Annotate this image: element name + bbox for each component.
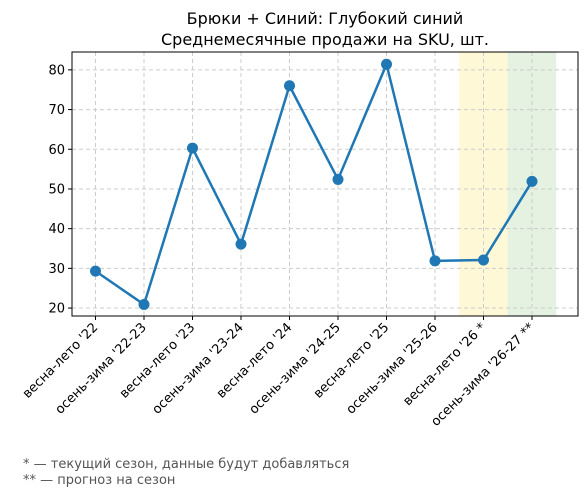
y-tick-label: 20: [48, 302, 65, 317]
y-tick-label: 80: [48, 63, 65, 78]
y-tick-label: 70: [48, 103, 65, 118]
plot-frame: [71, 51, 579, 317]
data-point: [138, 298, 150, 310]
chart-subtitle: Среднемесячные продажи на SKU, шт.: [161, 30, 489, 49]
y-tick-label: 50: [48, 182, 65, 197]
data-point: [381, 58, 392, 70]
y-tick-label: 30: [48, 262, 65, 277]
data-point: [429, 255, 441, 267]
x-tick-label: осень-зима '23-24: [150, 320, 247, 417]
footnote-forecast: ** — прогноз на сезон: [23, 473, 176, 488]
x-tick-label: осень-зима '22-23: [53, 320, 150, 417]
data-point: [284, 80, 295, 92]
x-tick-label: осень-зима '24-25: [247, 320, 344, 417]
data-point: [235, 238, 247, 250]
x-tick-label: осень-зима '25-26: [344, 320, 441, 417]
data-point: [478, 254, 489, 266]
data-point: [187, 142, 198, 154]
data-point: [90, 265, 101, 277]
footnote-current-season: * — текущий сезон, данные будут добавлят…: [23, 457, 350, 472]
data-point: [526, 175, 538, 187]
data-point: [332, 173, 344, 185]
x-tick-label: весна-лето '26 *: [400, 320, 489, 409]
y-tick-label: 40: [48, 222, 65, 237]
chart-title: Брюки + Синий: Глубокий синий: [187, 9, 464, 28]
series-line: [94, 63, 534, 306]
y-tick-label: 60: [48, 143, 65, 158]
